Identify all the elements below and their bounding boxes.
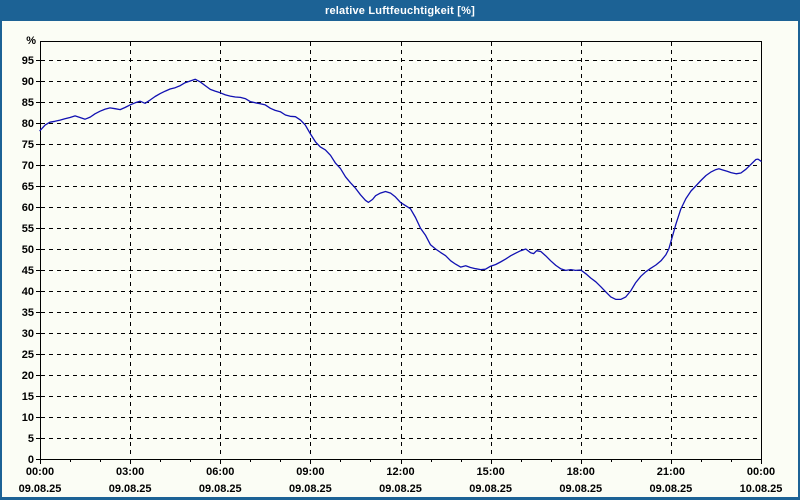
x-tick-time-label: 09:00 xyxy=(296,466,324,478)
x-tick-date-label: 09.08.25 xyxy=(379,483,422,495)
x-tick-time-label: 00:00 xyxy=(26,466,54,478)
humidity-series-line xyxy=(39,78,762,301)
gridlines xyxy=(41,42,760,458)
y-tick-label: 35 xyxy=(22,307,34,319)
y-tick-label: 10 xyxy=(22,412,34,424)
x-tick-date-label: 09.08.25 xyxy=(559,483,602,495)
y-tick-label: 60 xyxy=(22,202,34,214)
y-tick-label: 55 xyxy=(22,223,34,235)
x-tick-time-label: 15:00 xyxy=(477,466,505,478)
y-tick-label: 70 xyxy=(22,160,34,172)
y-tick-label: 80 xyxy=(22,118,34,130)
y-tick-label: 30 xyxy=(22,328,34,340)
y-axis-labels: 0 5 10 15 20 25 30 35 40 45 50 55 60 65 70 75 80 85 90 95% xyxy=(22,35,36,466)
x-tick-time-label: 12:00 xyxy=(386,466,414,478)
humidity-line-chart: 05101520253035404550556065707580859095%0… xyxy=(19,35,783,495)
y-axis-unit-label: % xyxy=(26,35,36,47)
x-tick-date-label: 09.08.25 xyxy=(289,483,332,495)
x-tick-time-label: 06:00 xyxy=(206,466,234,478)
y-tick-label: 65 xyxy=(22,181,34,193)
y-tick-label: 40 xyxy=(22,286,34,298)
y-tick-label: 85 xyxy=(22,97,34,109)
x-tick-date-label: 09.08.25 xyxy=(199,483,242,495)
x-tick-date-label: 09.08.25 xyxy=(649,483,692,495)
y-tick-label: 45 xyxy=(22,265,34,277)
y-tick-label: 95 xyxy=(22,55,34,67)
x-tick-time-label: 18:00 xyxy=(567,466,595,478)
y-tick-label: 5 xyxy=(28,433,34,445)
x-tick-date-label: 10.08.25 xyxy=(740,483,783,495)
y-tick-label: 15 xyxy=(22,391,34,403)
x-tick-date-label: 09.08.25 xyxy=(109,483,152,495)
chart-container: 0 5 10 15 20 25 30 35 40 45 50 55 60 65 70 75 80 85 90 95% 0… xyxy=(2,21,798,497)
x-tick-time-label: 00:00 xyxy=(747,466,775,478)
x-axis-labels: 00:00 09.08.25 03:00 09.08.25 06:00 09.08.25 0… xyxy=(19,466,783,495)
x-tick-time-label: 03:00 xyxy=(116,466,144,478)
y-tick-label: 0 xyxy=(28,454,34,466)
y-tick-label: 25 xyxy=(22,349,34,361)
y-tick-label: 20 xyxy=(22,370,34,382)
axis-ticks xyxy=(36,60,762,464)
y-tick-label: 50 xyxy=(22,244,34,256)
y-tick-label: 75 xyxy=(22,139,34,151)
x-tick-time-label: 21:00 xyxy=(657,466,685,478)
y-tick-label: 90 xyxy=(22,76,34,88)
window-titlebar: relative Luftfeuchtigkeit [%] xyxy=(2,0,798,21)
window-title: relative Luftfeuchtigkeit [%] xyxy=(324,4,476,17)
x-tick-date-label: 09.08.25 xyxy=(469,483,512,495)
x-tick-date-label: 09.08.25 xyxy=(19,483,62,495)
